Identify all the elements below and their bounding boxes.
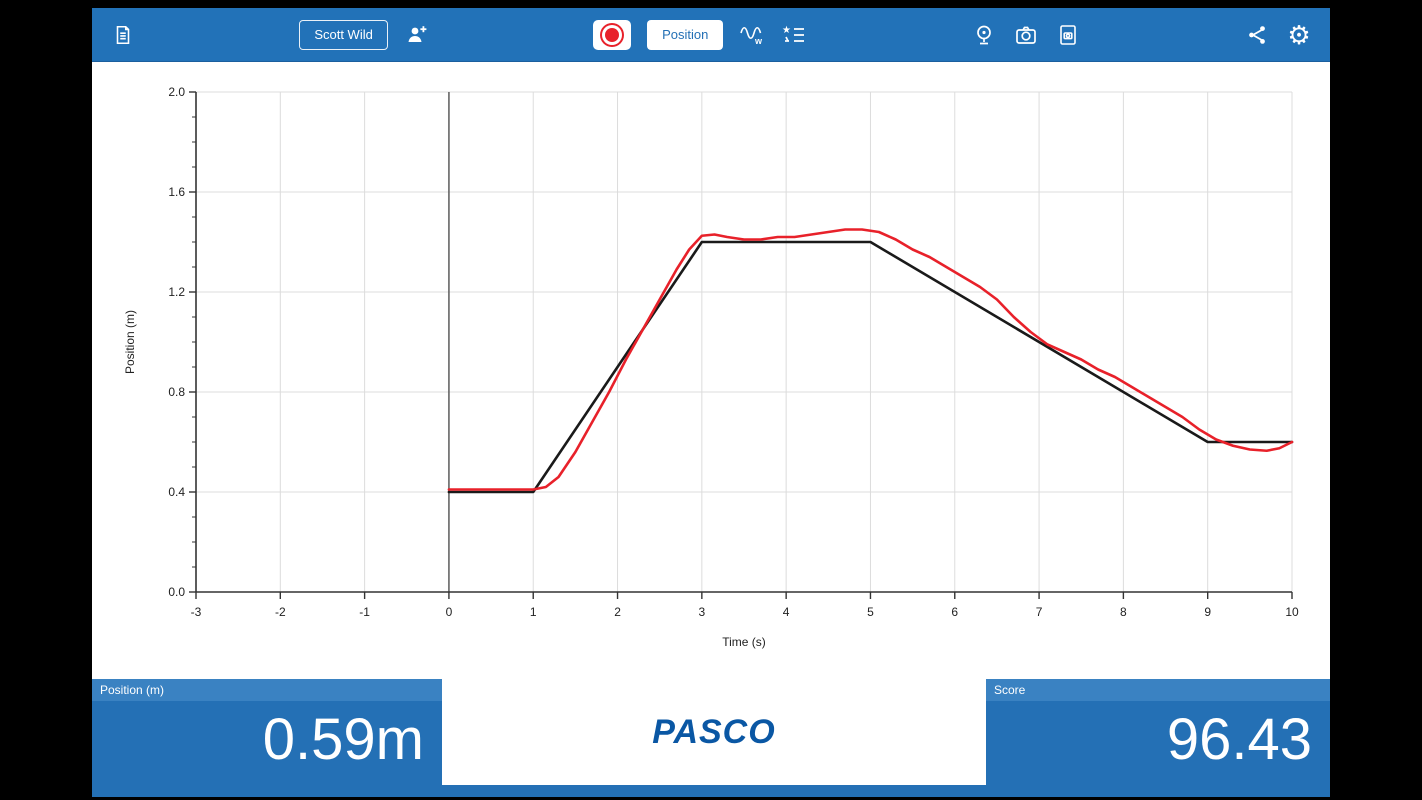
record-button[interactable]: [593, 19, 632, 50]
svg-text:1.6: 1.6: [168, 185, 185, 199]
record-dot-icon: [605, 27, 620, 42]
position-readout-label: Position (m): [92, 679, 442, 701]
signal-generator-icon[interactable]: w: [739, 22, 765, 48]
svg-text:1: 1: [530, 605, 537, 619]
chart-area: 0.0 0.4 0.8 1.2 1.6 2.0 -3 -2 -1 0 1 2 3 4 5 6 7 8 9 10 Posi…: [92, 62, 1330, 679]
top-toolbar: Scott Wild Position: [92, 8, 1330, 62]
starred-list-icon[interactable]: ★: [781, 22, 807, 48]
position-time-chart[interactable]: 0.0 0.4 0.8 1.2 1.6 2.0 -3 -2 -1 0 1 2 3 4 5 6 7 8 9 10 Posi…: [92, 62, 1330, 674]
snapshot-icon[interactable]: [1055, 22, 1081, 48]
svg-text:4: 4: [783, 605, 790, 619]
svg-text:-2: -2: [275, 605, 286, 619]
position-readout-panel: Position (m) 0.59m: [92, 679, 442, 785]
bottom-strip: [92, 785, 1330, 797]
svg-text:0: 0: [446, 605, 453, 619]
share-icon[interactable]: [1244, 22, 1270, 48]
svg-text:5: 5: [867, 605, 874, 619]
svg-text:10: 10: [1285, 605, 1299, 619]
settings-gear-icon[interactable]: ⚙: [1287, 19, 1311, 50]
svg-text:0.4: 0.4: [168, 485, 185, 499]
svg-text:1.2: 1.2: [168, 285, 185, 299]
svg-text:9: 9: [1204, 605, 1211, 619]
svg-text:8: 8: [1120, 605, 1127, 619]
add-user-icon[interactable]: [404, 22, 430, 48]
svg-text:3: 3: [699, 605, 706, 619]
user-button[interactable]: Scott Wild: [299, 19, 388, 50]
svg-text:Position (m): Position (m): [123, 310, 137, 374]
score-readout-panel: Score 96.43: [986, 679, 1330, 785]
svg-text:0.0: 0.0: [168, 585, 185, 599]
svg-text:-3: -3: [191, 605, 202, 619]
camera-icon[interactable]: [1013, 22, 1039, 48]
journal-icon[interactable]: [110, 22, 136, 48]
mode-button[interactable]: Position: [647, 19, 724, 50]
score-readout-label: Score: [986, 679, 1330, 701]
brand-panel: PASCO: [442, 679, 986, 785]
svg-text:Time (s): Time (s): [722, 635, 766, 649]
pasco-logo: PASCO: [652, 712, 776, 751]
bottom-readout-bar: Position (m) 0.59m PASCO Score 96.43: [92, 679, 1330, 785]
svg-text:2: 2: [614, 605, 621, 619]
score-readout-value: 96.43: [1166, 707, 1312, 772]
svg-text:★: ★: [782, 25, 791, 36]
svg-text:6: 6: [951, 605, 958, 619]
svg-text:0.8: 0.8: [168, 385, 185, 399]
svg-text:-1: -1: [359, 605, 370, 619]
svg-text:2.0: 2.0: [168, 85, 185, 99]
position-readout-value: 0.59m: [262, 707, 424, 772]
app-window: Scott Wild Position: [92, 8, 1330, 797]
svg-text:7: 7: [1036, 605, 1043, 619]
svg-text:w: w: [754, 36, 763, 46]
sensor-icon[interactable]: [971, 22, 997, 48]
